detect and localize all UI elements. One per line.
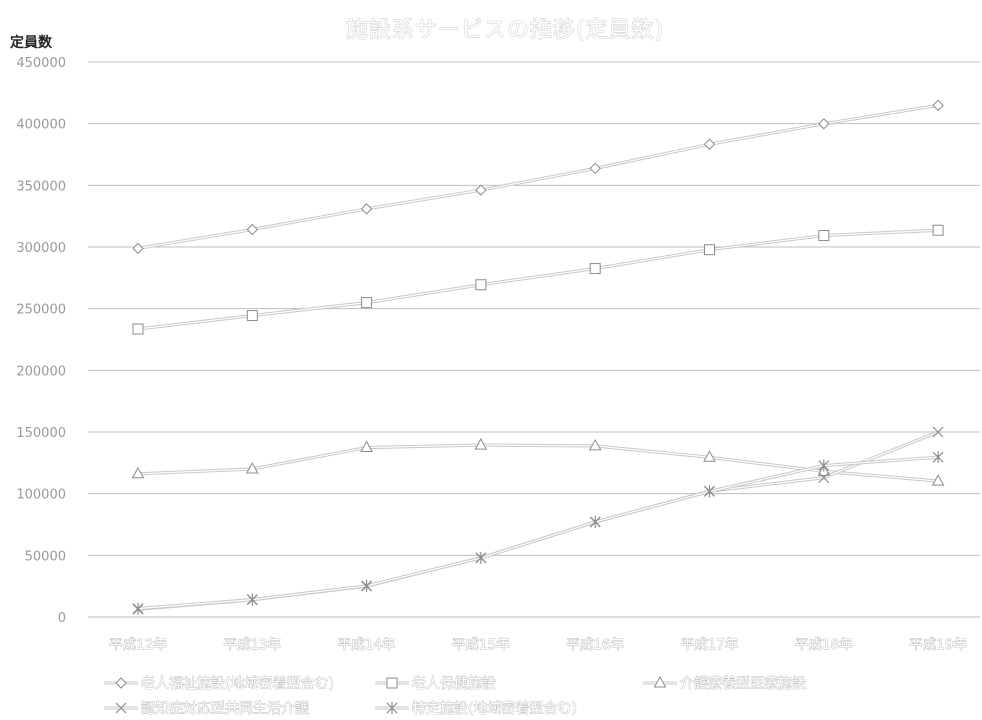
- legend-marker: [386, 702, 398, 714]
- data-point: [932, 451, 944, 464]
- data-point: [703, 450, 716, 462]
- legend-entry: 老人福祉施設(地域密着型含む): [104, 675, 334, 692]
- data-point: [931, 474, 945, 486]
- data-point: [246, 310, 258, 322]
- data-point: [361, 579, 373, 592]
- data-point: [589, 515, 601, 528]
- x-tick-labels: 平成12年 平成13年 平成14年 平成15年 平成16年 平成17年 平成18年 平成19年: [109, 637, 968, 654]
- data-point: [131, 466, 145, 479]
- x-tick-label: 平成13年: [223, 637, 281, 653]
- y-tick-label: 450000: [16, 56, 66, 71]
- gridlines: [88, 61, 980, 618]
- legend-entry: 老人保健施設: [375, 676, 496, 692]
- legend-marker: [653, 675, 667, 688]
- y-tick-labels: 0 50000 100000 150000 200000 250000 300000 3500…: [16, 56, 66, 626]
- legend-entry: 介護療養型医療施設: [643, 675, 806, 692]
- legend-marker: [115, 702, 127, 714]
- x-tick-label: 平成12年: [109, 637, 167, 653]
- data-point: [589, 162, 601, 175]
- x-tick-label: 平成16年: [566, 637, 624, 653]
- data-point: [818, 118, 830, 130]
- data-point: [132, 242, 144, 255]
- data-point: [360, 203, 373, 215]
- data-point: [245, 461, 259, 474]
- data-point: [818, 230, 830, 242]
- x-tick-label: 平成19年: [909, 637, 967, 653]
- y-tick-label: 150000: [16, 426, 66, 441]
- data-point: [474, 438, 488, 450]
- x-tick-label: 平成15年: [452, 637, 510, 653]
- x-tick-label: 平成14年: [338, 637, 396, 653]
- legend-label: 老人保健施設: [412, 676, 496, 692]
- series-line: [137, 228, 939, 331]
- series-line: [137, 455, 939, 611]
- x-tick-label: 平成17年: [681, 637, 739, 653]
- data-point: [932, 426, 944, 438]
- legend: 老人福祉施設(地域密着型含む) 老人保健施設 介護療養型医療施設認知症対応型共同生活…: [104, 675, 806, 717]
- data-point: [589, 263, 601, 275]
- legend-marker: [115, 677, 127, 689]
- series-lines: [137, 103, 939, 611]
- data-point: [475, 279, 487, 291]
- legend-entry: 認知症対応型共同生活介護: [104, 700, 309, 717]
- y-tick-label: 200000: [16, 364, 66, 379]
- y-tick-label: 350000: [16, 179, 66, 194]
- legend-label: 認知症対応型共同生活介護: [141, 700, 309, 717]
- y-tick-label: 400000: [16, 118, 66, 133]
- y-tick-label: 0: [58, 611, 66, 626]
- y-tick-label: 50000: [25, 549, 66, 564]
- data-point: [704, 485, 715, 498]
- x-tick-label: 平成18年: [795, 637, 853, 653]
- data-point: [132, 602, 144, 615]
- data-point: [703, 138, 716, 150]
- data-point: [246, 223, 259, 236]
- legend-label: 特定施設(地域密着型含む): [412, 700, 577, 717]
- data-point: [818, 459, 830, 472]
- series-line: [137, 103, 939, 250]
- data-point: [818, 472, 830, 484]
- data-point: [932, 224, 944, 236]
- y-axis-label: 定員数: [10, 34, 53, 51]
- data-point: [475, 551, 487, 564]
- legend-label: 介護療養型医療施設: [680, 675, 806, 692]
- series-markers: [131, 99, 945, 615]
- data-point: [132, 323, 144, 335]
- legend-entry: 特定施設(地域密着型含む): [375, 700, 577, 717]
- data-point: [475, 184, 487, 196]
- y-tick-label: 100000: [16, 488, 66, 503]
- legend-label: 老人福祉施設(地域密着型含む): [141, 675, 334, 692]
- y-tick-label: 250000: [16, 303, 66, 318]
- data-point: [704, 244, 715, 256]
- chart-title: 施設系サービスの推移(定員数): [346, 18, 664, 43]
- data-point: [588, 438, 602, 451]
- data-point: [246, 593, 258, 606]
- legend-marker: [386, 677, 398, 689]
- data-point: [361, 297, 373, 309]
- series-line: [137, 430, 939, 611]
- y-tick-label: 300000: [16, 241, 66, 256]
- data-point: [932, 99, 944, 111]
- data-point: [360, 440, 373, 453]
